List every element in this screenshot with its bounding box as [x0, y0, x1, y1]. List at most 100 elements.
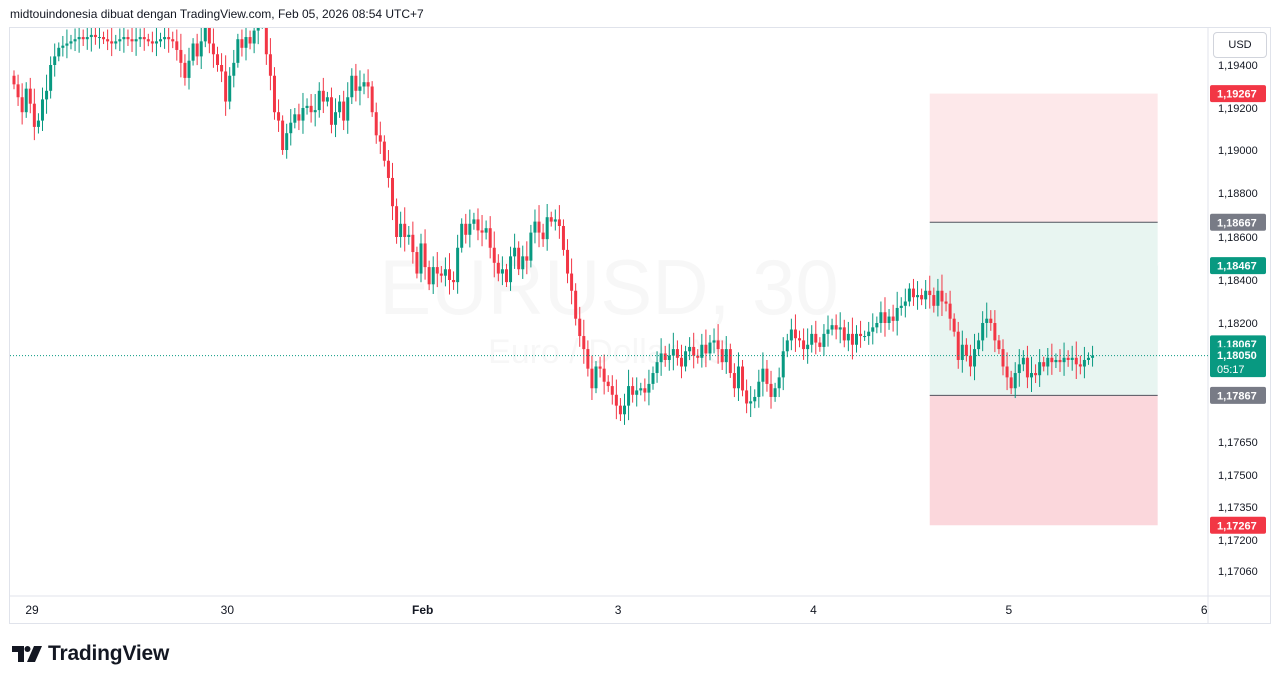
- candle: [36, 113, 40, 134]
- candle-body: [753, 396, 757, 402]
- candle-body: [289, 122, 293, 134]
- candle: [382, 135, 386, 167]
- candle-body: [561, 226, 565, 250]
- candle-body: [728, 349, 732, 374]
- candle-body: [623, 405, 626, 415]
- candle-body: [476, 219, 480, 231]
- candle: [150, 31, 154, 53]
- candle: [814, 320, 818, 355]
- candle: [529, 224, 533, 268]
- candle-body: [981, 323, 985, 341]
- candle: [895, 291, 899, 336]
- candle: [293, 108, 297, 129]
- currency-selector[interactable]: USD: [1213, 32, 1267, 58]
- candle-body: [647, 383, 651, 393]
- candle-body: [199, 41, 203, 57]
- candle-body: [150, 41, 154, 44]
- candle-body: [964, 344, 968, 356]
- candle-body: [240, 39, 244, 48]
- candle: [883, 297, 887, 337]
- candle: [952, 313, 956, 337]
- candle: [960, 330, 964, 373]
- candle: [268, 38, 272, 91]
- candle-body: [504, 269, 508, 283]
- candle-body: [830, 325, 834, 330]
- candle: [916, 281, 920, 310]
- candle-body: [1050, 357, 1054, 363]
- candle-body: [391, 177, 395, 207]
- candle-body: [985, 318, 989, 323]
- candle: [49, 56, 53, 99]
- candle: [1034, 364, 1038, 384]
- candle: [496, 254, 500, 282]
- candle-body: [138, 37, 142, 40]
- candle-body: [118, 39, 122, 42]
- candle-body: [513, 247, 517, 257]
- candle-body: [785, 340, 789, 352]
- candle: [24, 82, 28, 118]
- candle: [647, 369, 651, 406]
- price-label-text: 1,17867: [1217, 390, 1257, 402]
- candle: [277, 99, 281, 132]
- candle: [378, 121, 382, 154]
- candle-body: [818, 342, 822, 347]
- candle-body: [403, 223, 407, 237]
- candle-body: [533, 221, 537, 233]
- candle: [728, 343, 732, 378]
- candle-body: [268, 54, 272, 76]
- candle: [236, 33, 240, 68]
- candle: [211, 28, 215, 68]
- candle: [761, 352, 765, 397]
- candle: [28, 77, 32, 114]
- candle-body: [802, 340, 806, 350]
- candle: [228, 67, 232, 110]
- price-label-text: 1,18667: [1217, 217, 1257, 229]
- candle: [32, 88, 36, 141]
- candle-body: [207, 28, 211, 44]
- candle-body: [948, 303, 952, 319]
- price-label-bg: [1210, 213, 1266, 231]
- candle: [423, 229, 427, 280]
- candle-body: [614, 394, 618, 406]
- candle: [517, 241, 521, 276]
- candle: [350, 68, 354, 105]
- candle-body: [537, 221, 541, 233]
- position-zones: [929, 93, 1158, 526]
- candle-body: [570, 273, 574, 291]
- candle-body: [167, 37, 171, 40]
- candle-body: [277, 112, 281, 121]
- candle: [53, 43, 57, 77]
- candle: [989, 310, 993, 331]
- watermark-symbol: EURUSD, 30: [379, 243, 838, 331]
- candle-body: [879, 312, 883, 323]
- price-label: 1,17867: [1210, 386, 1266, 404]
- candle: [358, 70, 362, 106]
- candle-body: [252, 30, 256, 44]
- y-tick-label: 1,18200: [1218, 318, 1258, 330]
- candle-body: [228, 75, 232, 102]
- candle: [635, 377, 639, 407]
- candle-body: [460, 223, 464, 248]
- candle: [769, 370, 773, 409]
- candle-body: [203, 28, 207, 42]
- tradingview-logo[interactable]: TradingView: [12, 642, 169, 666]
- candle: [452, 271, 456, 290]
- candle-body: [16, 84, 20, 98]
- candle-body: [431, 267, 435, 285]
- candle: [289, 109, 293, 146]
- candle: [346, 82, 350, 134]
- candle: [509, 246, 513, 291]
- candle: [553, 209, 557, 231]
- candle-body: [272, 75, 276, 113]
- candle: [256, 28, 260, 45]
- price-label-bg: [1210, 85, 1266, 103]
- candle: [602, 354, 606, 395]
- candle: [1062, 342, 1066, 376]
- candle: [663, 345, 667, 367]
- candle-body: [69, 41, 73, 44]
- candle: [822, 324, 826, 356]
- candle-body: [716, 340, 720, 350]
- candle-body: [53, 56, 57, 65]
- y-tick-label: 1,17500: [1218, 470, 1258, 482]
